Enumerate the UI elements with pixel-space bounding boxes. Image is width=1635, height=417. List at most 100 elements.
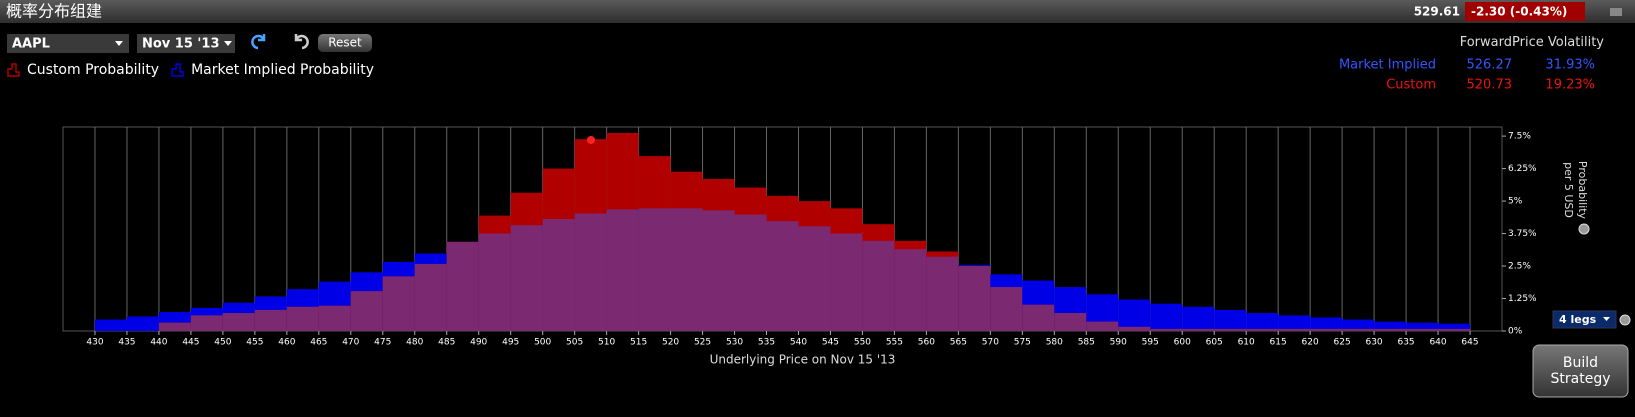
x-tick-label: 590 — [1110, 338, 1127, 348]
x-tick-label: 485 — [438, 338, 455, 348]
overlap — [574, 213, 607, 331]
forward-price: 520.73 — [1467, 78, 1513, 93]
x-tick-label: 510 — [598, 338, 615, 348]
window-button[interactable] — [1610, 8, 1622, 16]
overlap — [638, 208, 671, 331]
overlap — [1374, 328, 1407, 331]
row-label: Custom — [1386, 78, 1436, 93]
info-button[interactable] — [1578, 223, 1590, 235]
x-tick-label: 585 — [1078, 338, 1095, 348]
legend-label: Custom Probability — [27, 62, 159, 78]
dropdown-arrow — [115, 41, 123, 46]
bar — [1438, 323, 1471, 331]
legend-icon — [171, 63, 184, 77]
x-tick-label: 470 — [342, 338, 359, 348]
overlap — [1118, 326, 1151, 331]
legs-dropdown[interactable] — [1552, 310, 1617, 329]
overlap — [606, 209, 639, 331]
x-tick-label: 500 — [534, 338, 551, 348]
x-tick-label: 610 — [1238, 338, 1255, 348]
column-forward-price: ForwardPrice — [1460, 35, 1544, 50]
overlap — [222, 313, 255, 331]
overlap — [350, 291, 383, 331]
x-tick-label: 455 — [246, 338, 263, 348]
overlap — [1054, 313, 1087, 331]
bar — [1214, 309, 1247, 331]
bar — [1406, 322, 1439, 331]
overlap — [894, 249, 927, 331]
x-tick-label: 625 — [1334, 338, 1351, 348]
x-tick-label: 435 — [118, 338, 135, 348]
overlap — [510, 225, 543, 331]
bar — [1118, 299, 1151, 331]
overlap — [254, 309, 287, 331]
bar — [1278, 315, 1311, 331]
overlap — [286, 306, 319, 331]
overlap — [1310, 328, 1343, 331]
overlap — [734, 214, 767, 331]
overlap — [926, 256, 959, 331]
y-axis-title-line: Probability — [1576, 161, 1589, 220]
overlap — [446, 241, 479, 331]
reset-label: Reset — [328, 36, 362, 50]
x-tick-label: 615 — [1270, 338, 1287, 348]
x-tick-label: 570 — [982, 338, 999, 348]
x-tick-label: 600 — [1174, 338, 1191, 348]
last-price: 529.61 — [1414, 5, 1460, 19]
bar — [126, 316, 159, 331]
redo-button[interactable] — [294, 34, 309, 50]
plot: 430 435 440 445 450 455 460 465 470 475 480 485 490 4… — [62, 126, 1537, 367]
bar — [1150, 303, 1183, 331]
expiry: Nov 15 '13 — [142, 37, 220, 52]
overlap — [862, 240, 895, 331]
row-label: Market Implied — [1339, 58, 1436, 73]
y-tick-label: 6.25% — [1508, 164, 1537, 174]
overlap — [990, 287, 1023, 331]
overlap — [1086, 321, 1119, 331]
y-tick-label: 1.25% — [1508, 294, 1537, 304]
bar — [94, 319, 127, 331]
undo-button[interactable] — [251, 34, 266, 50]
volatility: 19.23% — [1545, 78, 1595, 93]
x-tick-label: 475 — [374, 338, 391, 348]
x-tick-label: 520 — [662, 338, 679, 348]
x-tick-label: 450 — [214, 338, 231, 348]
x-tick-label: 595 — [1142, 338, 1159, 348]
x-tick-label: 430 — [86, 338, 103, 348]
reset-button[interactable] — [318, 34, 372, 52]
volatility: 31.93% — [1545, 58, 1595, 73]
symbol-dropdown[interactable] — [7, 34, 129, 53]
bar — [1374, 321, 1407, 331]
overlap — [670, 208, 703, 331]
overlap — [1214, 328, 1247, 331]
x-tick-label: 465 — [310, 338, 327, 348]
x-tick-label: 645 — [1461, 338, 1478, 348]
x-tick-label: 630 — [1365, 338, 1382, 348]
y-tick-label: 5% — [1508, 197, 1523, 207]
bar — [1182, 306, 1215, 331]
overlap — [1150, 328, 1183, 331]
overlap — [542, 218, 575, 331]
x-tick-label: 545 — [822, 338, 839, 348]
x-tick-label: 505 — [566, 338, 583, 348]
dropdown-arrow — [224, 41, 232, 46]
x-tick-label: 495 — [502, 338, 519, 348]
x-tick-label: 540 — [790, 338, 807, 348]
build-strategy-wrap: Build Strategy — [1551, 355, 1611, 387]
overlap — [1182, 328, 1215, 331]
x-tick-label: 535 — [758, 338, 775, 348]
overlap — [478, 233, 511, 331]
info-button[interactable] — [1619, 314, 1631, 326]
x-tick-label: 560 — [918, 338, 935, 348]
title-bar — [0, 0, 1635, 23]
overlap — [830, 233, 863, 331]
x-tick-label: 565 — [950, 338, 967, 348]
expiry-dropdown[interactable] — [137, 34, 235, 53]
x-tick-label: 555 — [886, 338, 903, 348]
x-tick-label: 620 — [1302, 338, 1319, 348]
build-strategy-button[interactable] — [1532, 344, 1629, 398]
column-header: ForwardPrice Volatility — [1460, 35, 1605, 50]
y-axis-title-line: per 5 USD — [1562, 162, 1575, 218]
window-title: 概率分布组建 — [6, 2, 102, 21]
